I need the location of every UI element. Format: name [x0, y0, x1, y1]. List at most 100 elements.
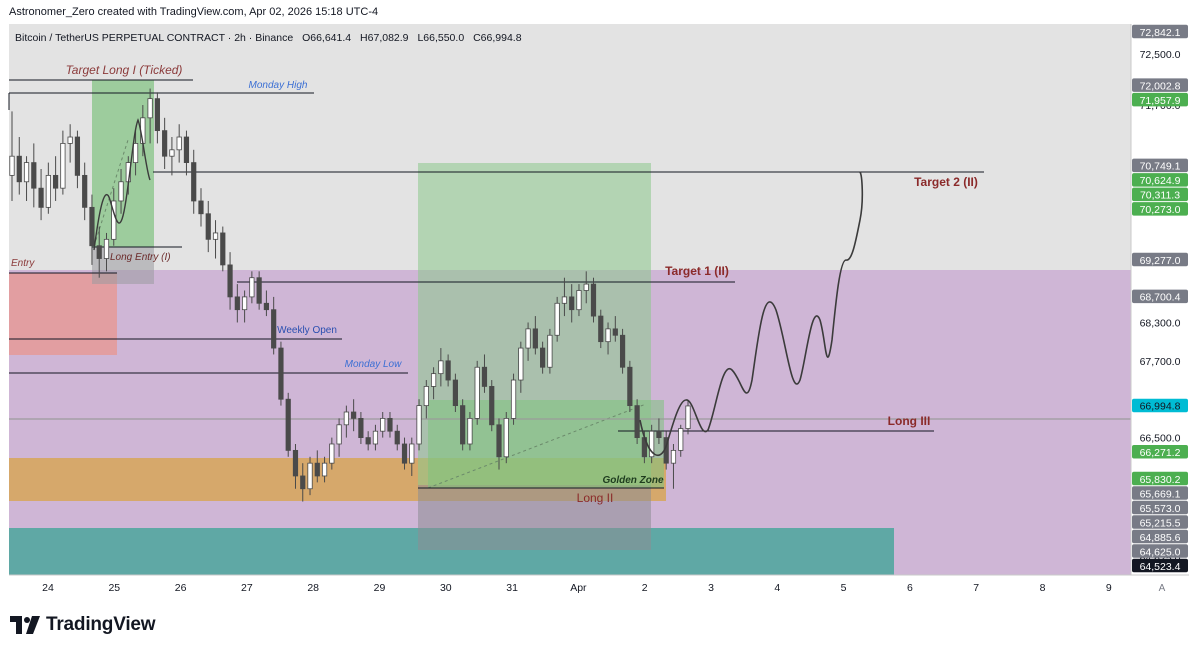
candle: [532, 316, 538, 355]
candle: [343, 405, 349, 438]
candle: [314, 450, 320, 483]
ohlc-low: L: [417, 32, 423, 44]
time-tick-label: 2: [642, 582, 648, 594]
time-tick-label: 31: [506, 582, 518, 594]
candle: [329, 437, 335, 470]
price-tag: 72,002.8: [1132, 78, 1188, 92]
golden-zone-box: [428, 400, 664, 488]
candle: [583, 271, 589, 304]
candle: [103, 232, 110, 272]
price-tag: 68,700.4: [1132, 289, 1188, 304]
candle: [53, 156, 59, 201]
chart-canvas[interactable]: Target Long I (Ticked) Monday High Entry…: [0, 0, 1200, 600]
candle: [285, 392, 291, 457]
candle: [227, 252, 233, 310]
target-long-1-label: Target Long I (Ticked): [66, 63, 183, 77]
price-tag-label: 66,994.8: [1140, 401, 1181, 413]
candle: [307, 456, 313, 496]
candle: [263, 290, 270, 317]
candle: [249, 271, 255, 304]
candle: [619, 328, 626, 374]
candle: [612, 316, 618, 342]
price-tag-label: 71,957.9: [1140, 95, 1181, 107]
candle: [9, 111, 15, 201]
candle: [496, 418, 502, 470]
candle: [321, 456, 328, 483]
candle: [23, 156, 30, 201]
candle: [394, 424, 400, 451]
candle: [401, 437, 408, 470]
candle: [670, 443, 677, 489]
time-tick-label: 8: [1040, 582, 1046, 594]
candle: [510, 373, 517, 425]
candle: [569, 284, 575, 323]
candle: [300, 463, 306, 502]
symbol-line: Bitcoin / TetherUS PERPETUAL CONTRACT · …: [15, 32, 522, 44]
golden-zone-label: Golden Zone: [602, 475, 664, 486]
price-tag: 70,311.3: [1132, 187, 1188, 202]
price-tag-label: 65,669.1: [1140, 488, 1181, 500]
candle: [271, 296, 277, 355]
price-tag-label: 70,749.1: [1140, 161, 1181, 173]
candle: [176, 124, 182, 163]
time-tick-label: 4: [774, 582, 780, 594]
time-axis-background: [9, 575, 1189, 600]
candle: [627, 360, 633, 413]
monday-high-label: Monday High: [249, 80, 308, 91]
candle: [212, 220, 219, 259]
candle: [365, 431, 371, 451]
ohlc-high: H: [360, 32, 368, 44]
price-tag-label: 69,277.0: [1140, 255, 1181, 267]
entry-label: Entry: [11, 258, 35, 269]
price-tag: 64,885.6: [1132, 529, 1188, 544]
candle: [147, 88, 153, 144]
candle: [38, 168, 44, 221]
candle: [656, 418, 662, 444]
time-tick-label: 26: [175, 582, 187, 594]
chart-header-note: Astronomer_Zero created with TradingView…: [9, 6, 379, 18]
price-tag-label: 64,885.6: [1140, 532, 1181, 544]
time-tick-label: 3: [708, 582, 714, 594]
projection-path: [639, 171, 864, 457]
price-tick-label: 68,300.0: [1140, 317, 1181, 329]
tradingview-logo-icon: [10, 616, 40, 634]
time-tick-label: Apr: [570, 582, 587, 594]
candle: [503, 412, 509, 464]
tradingview-logo[interactable]: TradingView: [10, 614, 156, 636]
long-1-target-box: [92, 80, 154, 247]
ohlc-open: O: [302, 32, 310, 44]
price-tag: 65,573.0: [1132, 500, 1188, 515]
price-tick-label: 67,700.0: [1140, 356, 1181, 368]
monday-low-label: Monday Low: [345, 359, 402, 370]
long-2-label: Long II: [577, 491, 614, 505]
candle: [242, 290, 248, 323]
time-tick-label: 5: [841, 582, 847, 594]
candle: [561, 277, 568, 317]
price-tag-label: 70,273.0: [1140, 204, 1181, 216]
auto-scale-button[interactable]: A: [1159, 583, 1166, 594]
candle: [540, 341, 546, 374]
ohlc-close-value: 66,994.8: [481, 32, 522, 44]
candle: [96, 226, 102, 278]
candle: [89, 194, 95, 265]
price-tag-label: 64,625.0: [1140, 546, 1181, 558]
tradingview-wordmark: TradingView: [46, 614, 156, 635]
candle: [460, 399, 466, 451]
time-tick-label: 9: [1106, 582, 1112, 594]
candle: [547, 328, 553, 374]
price-tick-label: 72,500.0: [1140, 49, 1181, 61]
price-tag: 71,957.9: [1132, 92, 1188, 107]
price-tag: 64,523.4: [1132, 558, 1188, 573]
long-3-label: Long III: [888, 414, 931, 428]
candle: [467, 412, 473, 451]
candle: [118, 168, 124, 214]
time-tick-label: 25: [108, 582, 120, 594]
candle: [452, 373, 458, 413]
candle: [74, 130, 81, 189]
time-tick-label: 28: [307, 582, 319, 594]
candle: [234, 284, 240, 323]
candle: [198, 188, 204, 227]
candle: [82, 162, 88, 221]
candle: [278, 341, 284, 406]
price-tag: 65,669.1: [1132, 486, 1188, 500]
